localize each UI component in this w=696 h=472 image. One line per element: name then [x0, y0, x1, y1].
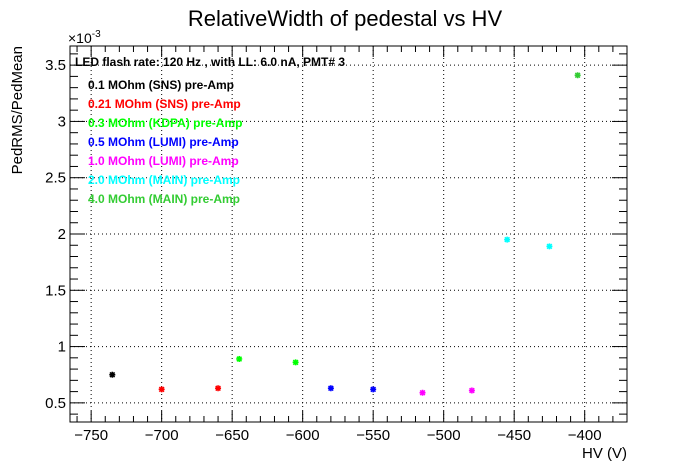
data-point: [109, 371, 116, 378]
x-tick-label: −550: [356, 427, 390, 444]
y-tick-label: 2.5: [45, 170, 66, 187]
data-point: [419, 389, 426, 396]
data-point: [468, 387, 475, 394]
y-exponent-label: ×10-3: [68, 29, 101, 46]
x-tick-label: −700: [145, 427, 179, 444]
x-tick-label: −650: [215, 427, 249, 444]
data-point: [327, 385, 334, 392]
legend-entry: 0.3 MOhm (KDPA) pre-Amp: [88, 116, 242, 130]
data-point: [158, 386, 165, 393]
chart-title: RelativeWidth of pedestal vs HV: [188, 6, 503, 31]
data-points: [109, 72, 581, 396]
legend-entry: 0.5 MOhm (LUMI) pre-Amp: [88, 135, 239, 149]
legend-entry: 1.0 MOhm (LUMI) pre-Amp: [88, 154, 239, 168]
legend-entry: 0.21 MOhm (SNS) pre-Amp: [88, 97, 241, 111]
data-point: [370, 386, 377, 393]
data-point: [574, 72, 581, 79]
legend: 0.1 MOhm (SNS) pre-Amp 0.21 MOhm (SNS) pr…: [88, 78, 242, 206]
data-point: [546, 243, 553, 250]
x-axis-title: HV (V): [582, 445, 627, 462]
x-tick-label: −600: [286, 427, 320, 444]
y-tick-label: 1: [58, 339, 66, 356]
x-tick-label: −450: [497, 427, 531, 444]
x-tick-label: −500: [427, 427, 461, 444]
x-tick-labels: −750 −700 −650 −600 −550 −500 −450 −400: [74, 427, 601, 444]
y-tick-label: 1.5: [45, 282, 66, 299]
y-axis-title: PedRMS/PedMean: [9, 46, 26, 174]
y-tick-label: 0.5: [45, 395, 66, 412]
data-point: [504, 236, 511, 243]
x-tick-label: −400: [568, 427, 602, 444]
y-tick-label: 3: [58, 113, 66, 130]
legend-entry: 0.1 MOhm (SNS) pre-Amp: [88, 78, 234, 92]
chart-annotation: LED flash rate: 120 Hz , with LL: 6.0 nA…: [75, 55, 345, 69]
data-point: [236, 355, 243, 362]
x-tick-label: −750: [74, 427, 108, 444]
data-point: [292, 359, 299, 366]
y-tick-labels: 0.5 1 1.5 2 2.5 3 3.5: [45, 57, 66, 412]
y-tick-label: 3.5: [45, 57, 66, 74]
y-tick-label: 2: [58, 226, 66, 243]
data-point: [215, 385, 222, 392]
legend-entry: 4.0 MOhm (MAIN) pre-Amp: [88, 192, 240, 206]
grid: [70, 46, 627, 422]
legend-entry: 2.0 MOhm (MAIN) pre-Amp: [88, 173, 240, 187]
axis-ticks: [70, 46, 627, 422]
